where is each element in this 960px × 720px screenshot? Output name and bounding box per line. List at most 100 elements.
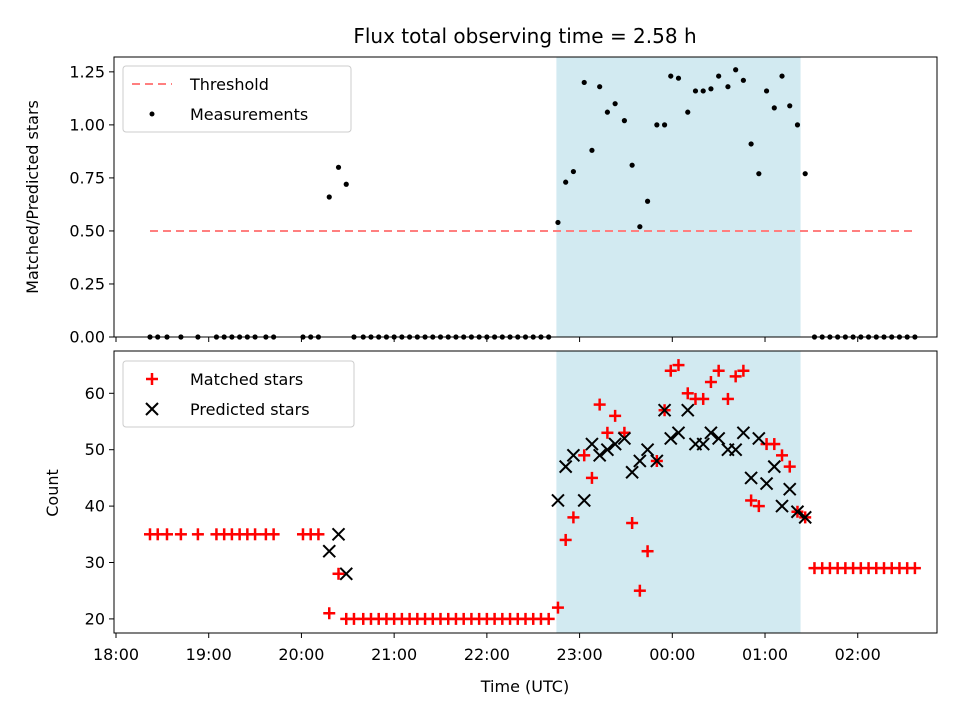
predicted-star-stroke-b xyxy=(728,442,743,457)
predicted-star-point xyxy=(775,499,789,513)
matched-star-point xyxy=(567,511,580,524)
predicted-star-stroke-b xyxy=(696,437,710,451)
measurement-points xyxy=(147,67,918,340)
predicted-star-point xyxy=(736,426,751,440)
matched-star-point xyxy=(160,528,173,541)
measurement-point xyxy=(700,88,706,94)
measurement-point xyxy=(661,122,668,128)
bottom-y-ticks: 20 30 40 50 60 xyxy=(85,384,114,628)
matched-star-point xyxy=(704,376,717,389)
legend-matched-swatch xyxy=(146,373,158,385)
matched-star-point xyxy=(559,533,572,546)
measurement-point xyxy=(621,118,627,124)
chart-title: Flux total observing time = 2.58 h xyxy=(353,24,696,48)
predicted-star-point xyxy=(790,505,805,519)
measurement-point xyxy=(725,84,731,90)
predicted-star-point xyxy=(681,403,695,417)
predicted-star-point xyxy=(767,459,781,474)
matched-star-point xyxy=(551,601,564,614)
matched-star-point xyxy=(609,409,622,422)
measurement-point xyxy=(733,67,739,73)
matched-star-point xyxy=(664,364,677,377)
top-y-axis-label: Matched/Predicted stars xyxy=(23,100,42,294)
predicted-star-point xyxy=(551,493,565,508)
matched-star-point xyxy=(681,387,694,400)
predicted-star-point xyxy=(592,448,607,463)
matched-star-point xyxy=(776,449,789,462)
predicted-star-points xyxy=(322,403,812,581)
predicted-star-stroke-b xyxy=(704,426,718,440)
bottom-panel: 20 30 40 50 60 18:00 19:00 20:00 21:00 22:00 23:0… xyxy=(43,350,938,696)
matched-star-point xyxy=(768,438,781,451)
measurement-point xyxy=(555,219,561,226)
legend-predicted-label: Predicted stars xyxy=(190,400,310,419)
legend-measurements-swatch xyxy=(149,111,155,117)
predicted-star-point xyxy=(696,437,710,451)
matched-star-point xyxy=(752,500,765,513)
top-axes-frame xyxy=(113,56,938,338)
matched-star-point xyxy=(712,364,725,377)
measurement-point xyxy=(779,73,785,79)
predicted-star-stroke-b xyxy=(744,471,758,485)
bottom-y-tick-label: 60 xyxy=(85,384,105,403)
predicted-star-point xyxy=(798,510,812,525)
predicted-star-stroke-b xyxy=(657,403,672,417)
matched-star-point xyxy=(312,528,325,541)
measurement-point xyxy=(740,77,746,83)
predicted-star-point xyxy=(704,426,718,440)
bottom-x-tick-label: 01:00 xyxy=(742,645,788,664)
matched-star-point xyxy=(601,426,614,439)
bottom-highlight-span xyxy=(556,351,801,633)
matched-star-point xyxy=(641,545,654,558)
bottom-y-tick-label: 20 xyxy=(85,609,105,628)
matched-star-point xyxy=(249,528,262,541)
matched-star-point xyxy=(783,460,796,473)
bottom-x-tick-label: 20:00 xyxy=(278,645,324,664)
measurement-point xyxy=(716,73,722,79)
measurement-point xyxy=(581,79,587,86)
legend-threshold-label: Threshold xyxy=(189,75,269,94)
predicted-star-point xyxy=(640,442,655,457)
predicted-star-stroke-b xyxy=(625,465,639,479)
measurement-point xyxy=(787,103,793,109)
legend-matched-label: Matched stars xyxy=(190,370,303,389)
top-y-tick-label: 1.00 xyxy=(69,115,105,134)
measurement-point xyxy=(771,105,777,111)
measurement-point xyxy=(326,194,332,200)
measurement-point xyxy=(692,88,699,94)
predicted-star-stroke-b xyxy=(736,426,751,440)
matched-star-point xyxy=(626,517,639,530)
measurement-point xyxy=(335,164,342,170)
top-highlight-span xyxy=(556,57,801,337)
measurement-point xyxy=(708,86,714,92)
predicted-star-stroke-b xyxy=(681,403,695,417)
bottom-y-tick-label: 50 xyxy=(85,440,105,459)
predicted-star-stroke-b xyxy=(767,459,781,474)
predicted-star-point xyxy=(752,431,766,446)
top-panel: 0.00 0.25 0.50 0.75 1.00 1.25 Matched/Predict… xyxy=(23,56,938,347)
measurement-point xyxy=(604,109,611,115)
predicted-star-stroke-b xyxy=(671,426,686,440)
matched-star-point xyxy=(737,364,750,377)
predicted-star-stroke-b xyxy=(759,476,774,491)
measurement-point xyxy=(685,109,691,115)
top-y-tick-label: 0.75 xyxy=(69,168,105,187)
top-y-tick-label: 0.50 xyxy=(69,221,105,240)
bottom-x-tick-label: 23:00 xyxy=(557,645,603,664)
predicted-star-stroke-b xyxy=(339,567,353,581)
matched-star-point xyxy=(633,584,646,597)
matched-star-point xyxy=(672,359,685,372)
predicted-star-stroke-b xyxy=(322,544,336,558)
matched-star-point xyxy=(332,567,345,580)
measurement-point xyxy=(612,101,618,107)
predicted-star-point xyxy=(617,431,632,446)
predicted-star-stroke-b xyxy=(331,527,346,542)
predicted-star-point xyxy=(608,437,622,451)
predicted-star-point xyxy=(625,465,639,479)
matched-star-point xyxy=(697,392,710,405)
predicted-star-point xyxy=(744,471,758,485)
top-y-tick-label: 0.00 xyxy=(69,328,105,347)
matched-star-point xyxy=(593,398,606,411)
predicted-star-stroke-b xyxy=(790,505,805,519)
